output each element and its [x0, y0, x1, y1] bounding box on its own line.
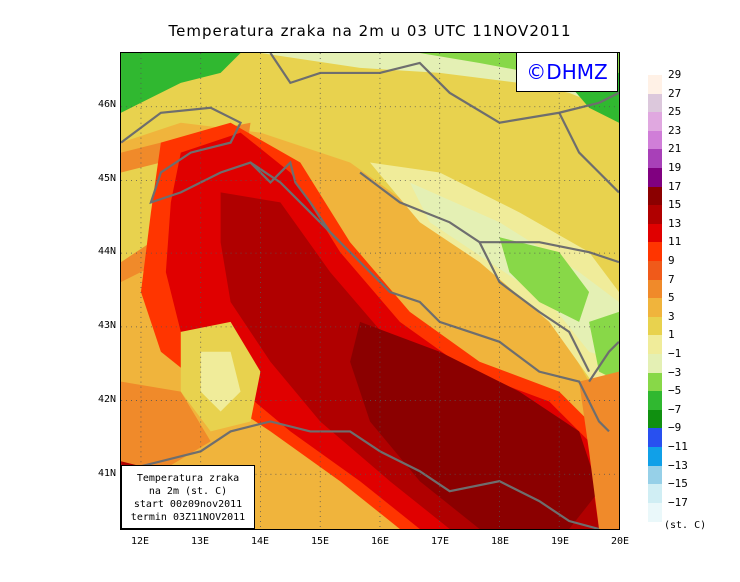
lat-label: 41N	[97, 468, 116, 479]
legend-label: 25	[668, 105, 682, 119]
legend-label: 3	[668, 309, 675, 323]
legend-label: −11	[668, 440, 688, 453]
legend-label: 23	[668, 123, 682, 137]
legend-label: 9	[668, 254, 675, 267]
dhmz-logo: ©DHMZ	[516, 52, 618, 92]
legend-label: 19	[668, 161, 682, 174]
legend-swatch	[648, 447, 662, 467]
legend-label: −15	[668, 477, 688, 491]
lat-label: 43N	[97, 320, 116, 331]
legend-swatch	[648, 149, 662, 169]
lon-label: 18E	[490, 536, 510, 547]
legend-label: −1	[668, 347, 682, 360]
legend-swatch	[648, 409, 662, 429]
temperature-map	[120, 52, 620, 530]
info-line-3: start 00z09nov2011	[133, 499, 243, 510]
info-box: Temperatura zraka na 2m (st. C) start 00…	[121, 465, 255, 529]
legend-swatch	[648, 205, 662, 225]
legend-label: −7	[668, 402, 682, 416]
legend-swatch	[648, 354, 662, 374]
legend-label: 21	[668, 142, 682, 156]
lon-label: 16E	[370, 536, 390, 547]
legend-swatch	[648, 261, 662, 281]
legend-label: 11	[668, 235, 682, 249]
lon-label: 17E	[430, 536, 450, 547]
legend-label: 1	[668, 328, 675, 342]
legend-swatch	[648, 372, 662, 392]
legend-label: −13	[668, 458, 688, 472]
lat-label: 44N	[97, 246, 116, 257]
legend-label: 5	[668, 291, 675, 305]
legend-swatch	[648, 502, 662, 522]
lat-label: 46N	[97, 99, 116, 110]
legend-swatch	[648, 223, 662, 243]
legend-swatch	[648, 75, 662, 95]
legend-label: 15	[668, 198, 682, 212]
lon-label: 20E	[610, 536, 630, 547]
legend-swatch	[648, 391, 662, 411]
legend-unit: (st. C)	[664, 520, 707, 531]
map-title: Temperatura zraka na 2m u 03 UTC 11NOV20…	[168, 22, 572, 40]
lat-label: 42N	[97, 394, 116, 405]
legend-swatch	[648, 279, 662, 299]
legend-swatch	[648, 428, 662, 448]
legend-label: −9	[668, 421, 682, 435]
info-line-4: termin 03Z11NOV2011	[130, 512, 246, 523]
info-line-2: na 2m (st. C)	[148, 486, 228, 497]
info-line-1: Temperatura zraka	[136, 473, 240, 484]
legend-swatch	[648, 484, 662, 504]
lon-label: 14E	[250, 536, 270, 547]
coastline	[121, 53, 619, 529]
lat-label: 45N	[97, 173, 116, 184]
graticule	[121, 53, 619, 529]
legend-label: 17	[668, 179, 682, 193]
legend-swatch	[648, 335, 662, 355]
legend-swatch	[648, 130, 662, 150]
lon-label: 13E	[190, 536, 210, 547]
legend-label: 13	[668, 216, 682, 230]
legend-label: 27	[668, 86, 682, 100]
legend-label: −17	[668, 495, 688, 509]
legend-swatch	[648, 298, 662, 318]
legend-swatch	[648, 168, 662, 188]
legend-swatch	[648, 316, 662, 336]
legend-swatch	[648, 112, 662, 132]
legend-label: 7	[668, 272, 675, 286]
lon-label: 19E	[550, 536, 570, 547]
legend-swatch	[648, 93, 662, 113]
legend-label: −3	[668, 365, 682, 379]
legend-label: −5	[668, 384, 682, 398]
legend-swatch	[648, 242, 662, 262]
lon-label: 12E	[130, 536, 150, 547]
legend-label: 29	[668, 68, 682, 81]
legend-swatch	[648, 186, 662, 206]
legend-swatch	[648, 465, 662, 485]
lon-label: 15E	[310, 536, 330, 547]
